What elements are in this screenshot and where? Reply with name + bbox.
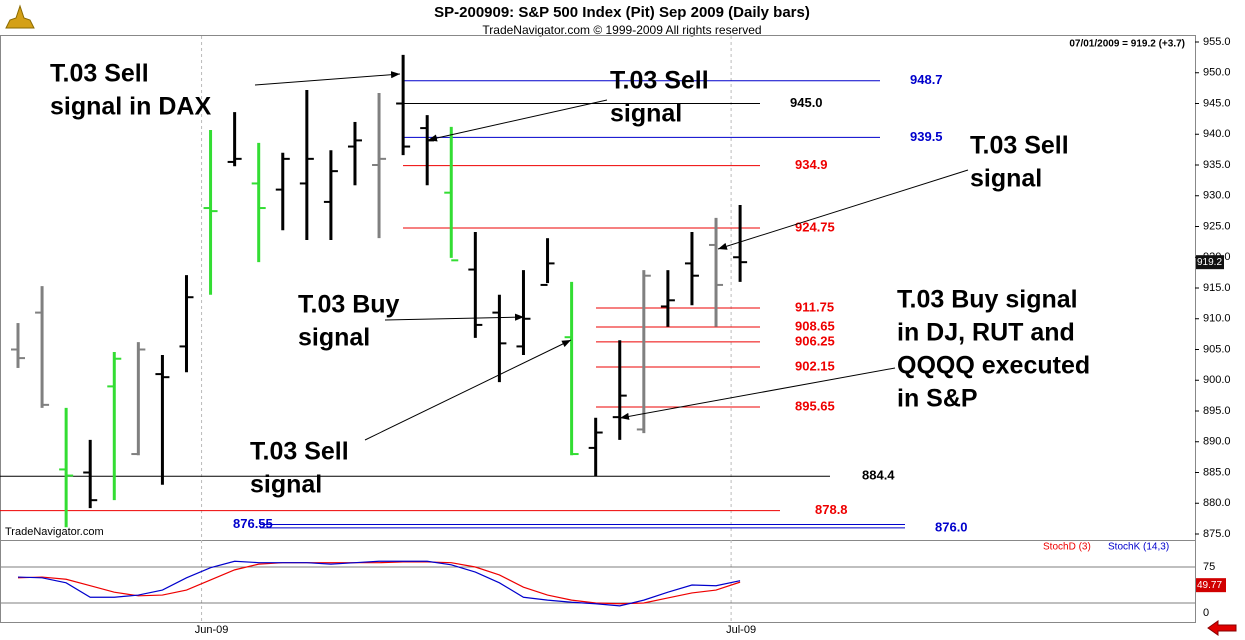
x-tick-label: Jun-09 — [195, 624, 229, 636]
arrows — [254, 71, 969, 441]
last-price-tag — [1196, 255, 1224, 270]
level-label: 878.8 — [815, 502, 848, 517]
watermark: TradeNavigator.com — [5, 526, 104, 538]
y-tick-label: 0 — [1203, 607, 1209, 619]
stoch-panel — [0, 540, 1196, 623]
level-label: 906.25 — [795, 333, 835, 348]
annotation: QQQQ executed — [897, 352, 1090, 380]
last-price-label: 919.2 — [1197, 257, 1222, 268]
arrow — [254, 71, 401, 86]
annotation: in DJ, RUT and — [897, 319, 1075, 347]
level-label: 876.55 — [233, 516, 273, 531]
level-label: 902.15 — [795, 358, 835, 373]
y-tick-label: 935.0 — [1203, 159, 1231, 171]
level-label: 895.65 — [795, 398, 835, 413]
last-value-tag — [1196, 578, 1226, 593]
stoch-line — [17, 560, 741, 607]
arrow — [619, 367, 896, 420]
arrow — [427, 99, 608, 142]
logo — [5, 4, 35, 29]
y-tick-label: 885.0 — [1203, 466, 1231, 478]
chart-subtitle: TradeNavigator.com © 1999-2009 All right… — [482, 23, 761, 37]
y-tick-label: 895.0 — [1203, 405, 1231, 417]
y-tick-label: 75 — [1203, 561, 1215, 573]
last-value-label: 49.77 — [1197, 580, 1222, 591]
chart-title: SP-200909: S&P 500 Index (Pit) Sep 2009 … — [434, 4, 810, 21]
y-tick-label: 945.0 — [1203, 97, 1231, 109]
annotation: T.03 Sell — [970, 132, 1069, 160]
arrow — [364, 339, 572, 441]
annotation: T.03 Buy — [298, 291, 400, 319]
y-tick-label: 915.0 — [1203, 282, 1231, 294]
annotation: signal — [970, 165, 1042, 193]
level-label: 876.0 — [935, 519, 968, 534]
annotation: signal — [610, 100, 682, 128]
y-tick-label: 900.0 — [1203, 374, 1231, 386]
y-tick-label: 950.0 — [1203, 67, 1231, 79]
x-tick-label: Jul-09 — [726, 624, 756, 636]
quote: 07/01/2009 = 919.2 (+3.7) — [1069, 39, 1185, 50]
y-tick-label: 925.0 — [1203, 220, 1231, 232]
level-label: 945.0 — [790, 95, 823, 110]
annotation: T.03 Sell — [250, 438, 349, 466]
level-label: 884.4 — [862, 468, 895, 483]
y-tick-label: 940.0 — [1203, 128, 1231, 140]
legend-entry: StochD (3) — [1043, 542, 1091, 553]
y-tick-label: 910.0 — [1203, 313, 1231, 325]
level-label: 911.75 — [795, 299, 834, 314]
legend-entry: StochK (14,3) — [1108, 542, 1169, 553]
arrow — [384, 313, 525, 321]
y-tick-label: 890.0 — [1203, 436, 1231, 448]
level-label: 924.75 — [795, 219, 835, 234]
scroll-arrow[interactable] — [1207, 620, 1237, 636]
y-tick-label: 875.0 — [1203, 528, 1231, 540]
level-label: 948.7 — [910, 72, 943, 87]
level-label: 939.5 — [910, 129, 943, 144]
annotation: signal — [250, 471, 322, 499]
annotations: T.03 Sell signal in DAX T.03 Sell signal T.0… — [50, 60, 1090, 499]
annotation: signal in DAX — [50, 93, 211, 121]
annotation: signal — [298, 324, 370, 352]
arrow — [717, 169, 969, 250]
y-tick-label: 905.0 — [1203, 343, 1231, 355]
annotation: T.03 Sell — [50, 60, 149, 88]
stoch-line — [17, 561, 741, 605]
annotation: T.03 Sell — [610, 67, 709, 95]
level-label: 934.9 — [795, 157, 828, 172]
y-tick-label: 955.0 — [1203, 36, 1231, 48]
annotation: in S&P — [897, 385, 978, 413]
plot: 875.0 880.0 885.0 890.0 895.0 900.0 905.0 910.0… — [0, 36, 1231, 636]
annotation: T.03 Buy signal — [897, 286, 1078, 314]
y-tick-label: 930.0 — [1203, 190, 1231, 202]
level-label: 908.65 — [795, 318, 835, 333]
y-tick-label: 880.0 — [1203, 497, 1231, 509]
